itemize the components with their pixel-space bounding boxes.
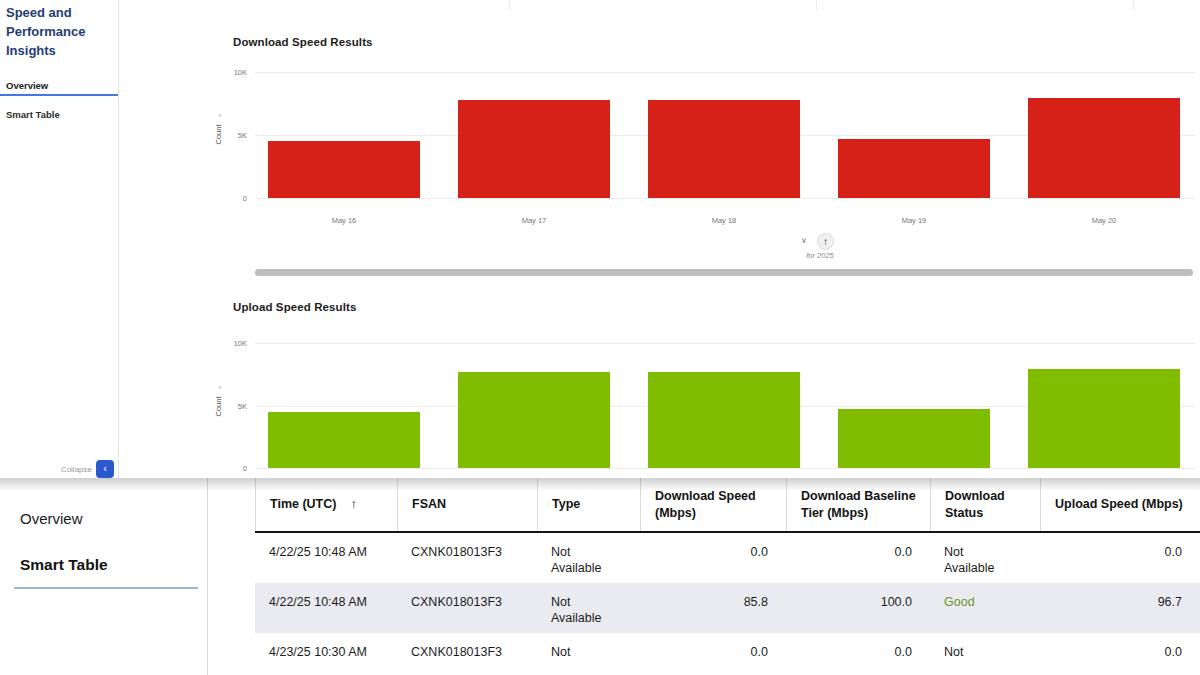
axis-expand-icon[interactable]: › (219, 112, 221, 119)
bar-may-17[interactable] (458, 372, 610, 468)
upload-chart-title: Upload Speed Results (233, 301, 356, 313)
axis-expand-icon[interactable]: › (219, 384, 221, 391)
overview-pane: Speed and Performance Insights Overview … (0, 0, 1200, 478)
cell-time: 4/22/25 10:48 AM (255, 583, 397, 633)
drill-up-button[interactable]: ↑ (817, 233, 834, 250)
bar-may-20[interactable] (1028, 369, 1180, 468)
download-chart-title: Download Speed Results (233, 36, 373, 48)
cell-fsan: CXNK018013F3 (397, 633, 537, 675)
cell-tier: 0.0 (786, 633, 930, 675)
table-header-row: Time (UTC) ↑ FSAN Type Download Speed (Mbps)… (255, 478, 1200, 533)
cell-dl: 0.0 (640, 633, 786, 675)
y-tick-label: 5K (205, 131, 247, 140)
column-header[interactable]: FSAN (397, 478, 537, 531)
collapse-sidebar-button[interactable]: ‹ (96, 460, 114, 478)
y-tick-label: 10K (205, 68, 247, 77)
x-tick-label: May 20 (1062, 216, 1146, 225)
sidebar-item-smart-table[interactable]: Smart Table (20, 556, 108, 574)
report-sidebar: Speed and Performance Insights Overview … (0, 0, 119, 478)
sidebar-item-overview[interactable]: Overview (20, 510, 83, 527)
report-sidebar-bottom: Overview Smart Table (0, 478, 208, 675)
active-item-underline (0, 94, 118, 96)
cell-status: Not Available (930, 533, 1040, 583)
sort-ascending-icon[interactable]: ↑ (350, 496, 357, 513)
cell-time: 4/23/25 10:30 AM (255, 633, 397, 675)
download-speed-bar-chart: 10K5K0May 16May 17May 18May 19May 20 (255, 72, 1195, 198)
arrow-up-icon: ↑ (823, 236, 828, 247)
drill-context-label: for 2025 (770, 251, 870, 260)
column-header-label: Download Speed (Mbps) (655, 488, 778, 521)
column-header-label: Download Status (945, 488, 1032, 521)
column-header-label: FSAN (412, 496, 446, 512)
active-item-underline (14, 587, 198, 589)
cell-time: 4/22/25 10:48 AM (255, 533, 397, 583)
chart-horizontal-scrollbar[interactable] (255, 269, 1193, 276)
column-header-label: Type (552, 496, 580, 512)
y-tick-label: 0 (205, 194, 247, 203)
cell-fsan: CXNK018013F3 (397, 533, 537, 583)
column-header[interactable]: Download Baseline Tier (Mbps) (786, 478, 930, 531)
collapse-label: Collapse (61, 465, 92, 474)
bar-may-18[interactable] (648, 372, 800, 468)
bar-may-19[interactable] (838, 409, 990, 468)
gridline (255, 198, 1195, 199)
cell-type: Not Available (537, 533, 640, 583)
cell-tier: 100.0 (786, 583, 930, 633)
cell-tier: 0.0 (786, 533, 930, 583)
column-header-label: Upload Speed (Mbps) (1055, 496, 1183, 512)
cell-ul: 96.7 (1040, 583, 1200, 633)
bar-may-16[interactable] (268, 412, 420, 468)
y-tick-label: 10K (205, 339, 247, 348)
column-header-label: Download Baseline Tier (Mbps) (801, 488, 922, 521)
y-tick-label: 5K (205, 402, 247, 411)
top-row-divider (816, 0, 817, 10)
cell-type: Not (537, 633, 640, 675)
chevron-left-icon: ‹ (103, 462, 107, 474)
table-row[interactable]: 4/23/25 10:30 AMCXNK018013F3Not0.00.0Not… (255, 633, 1200, 675)
bar-may-18[interactable] (648, 100, 800, 198)
cell-type: Not Available (537, 583, 640, 633)
sidebar-item-overview[interactable]: Overview (6, 80, 48, 91)
top-row-divider (1133, 0, 1134, 10)
speed-results-table: Time (UTC) ↑ FSAN Type Download Speed (Mbps)… (255, 478, 1200, 675)
cell-dl: 0.0 (640, 533, 786, 583)
gridline (255, 72, 1195, 73)
sidebar-item-smart-table[interactable]: Smart Table (6, 109, 60, 120)
bar-may-17[interactable] (458, 100, 610, 198)
drill-dropdown-icon[interactable]: ∨ (801, 236, 807, 245)
column-header-label: Time (UTC) (270, 496, 336, 512)
table-body: 4/22/25 10:48 AMCXNK018013F3Not Availabl… (255, 533, 1200, 675)
x-tick-label: May 18 (682, 216, 766, 225)
smart-table-pane: Overview Smart Table Time (UTC) ↑ FSAN Type… (0, 478, 1200, 675)
x-tick-label: May 16 (302, 216, 386, 225)
table-row[interactable]: 4/22/25 10:48 AMCXNK018013F3Not Availabl… (255, 583, 1200, 633)
cell-ul: 0.0 (1040, 533, 1200, 583)
bar-may-16[interactable] (268, 141, 420, 198)
cell-status: Not (930, 633, 1040, 675)
bar-may-20[interactable] (1028, 98, 1180, 198)
x-tick-label: May 17 (492, 216, 576, 225)
column-header[interactable]: Type (537, 478, 640, 531)
cell-dl: 85.8 (640, 583, 786, 633)
speed-performance-dashboard: Speed and Performance Insights Overview … (0, 0, 1200, 675)
top-row-divider (509, 0, 510, 10)
bar-may-19[interactable] (838, 139, 990, 198)
cell-ul: 0.0 (1040, 633, 1200, 675)
column-header[interactable]: Upload Speed (Mbps) (1040, 478, 1200, 531)
upload-speed-bar-chart: 10K5K0 (255, 343, 1195, 468)
column-header[interactable]: Download Speed (Mbps) (640, 478, 786, 531)
cell-status: Good (930, 583, 1040, 633)
y-tick-label: 0 (205, 464, 247, 473)
column-header[interactable]: Download Status (930, 478, 1040, 531)
gridline (255, 468, 1195, 469)
column-header[interactable]: Time (UTC) ↑ (255, 478, 397, 531)
report-title: Speed and Performance Insights (6, 4, 114, 61)
cell-fsan: CXNK018013F3 (397, 583, 537, 633)
x-tick-label: May 19 (872, 216, 956, 225)
table-row[interactable]: 4/22/25 10:48 AMCXNK018013F3Not Availabl… (255, 533, 1200, 583)
gridline (255, 343, 1195, 344)
